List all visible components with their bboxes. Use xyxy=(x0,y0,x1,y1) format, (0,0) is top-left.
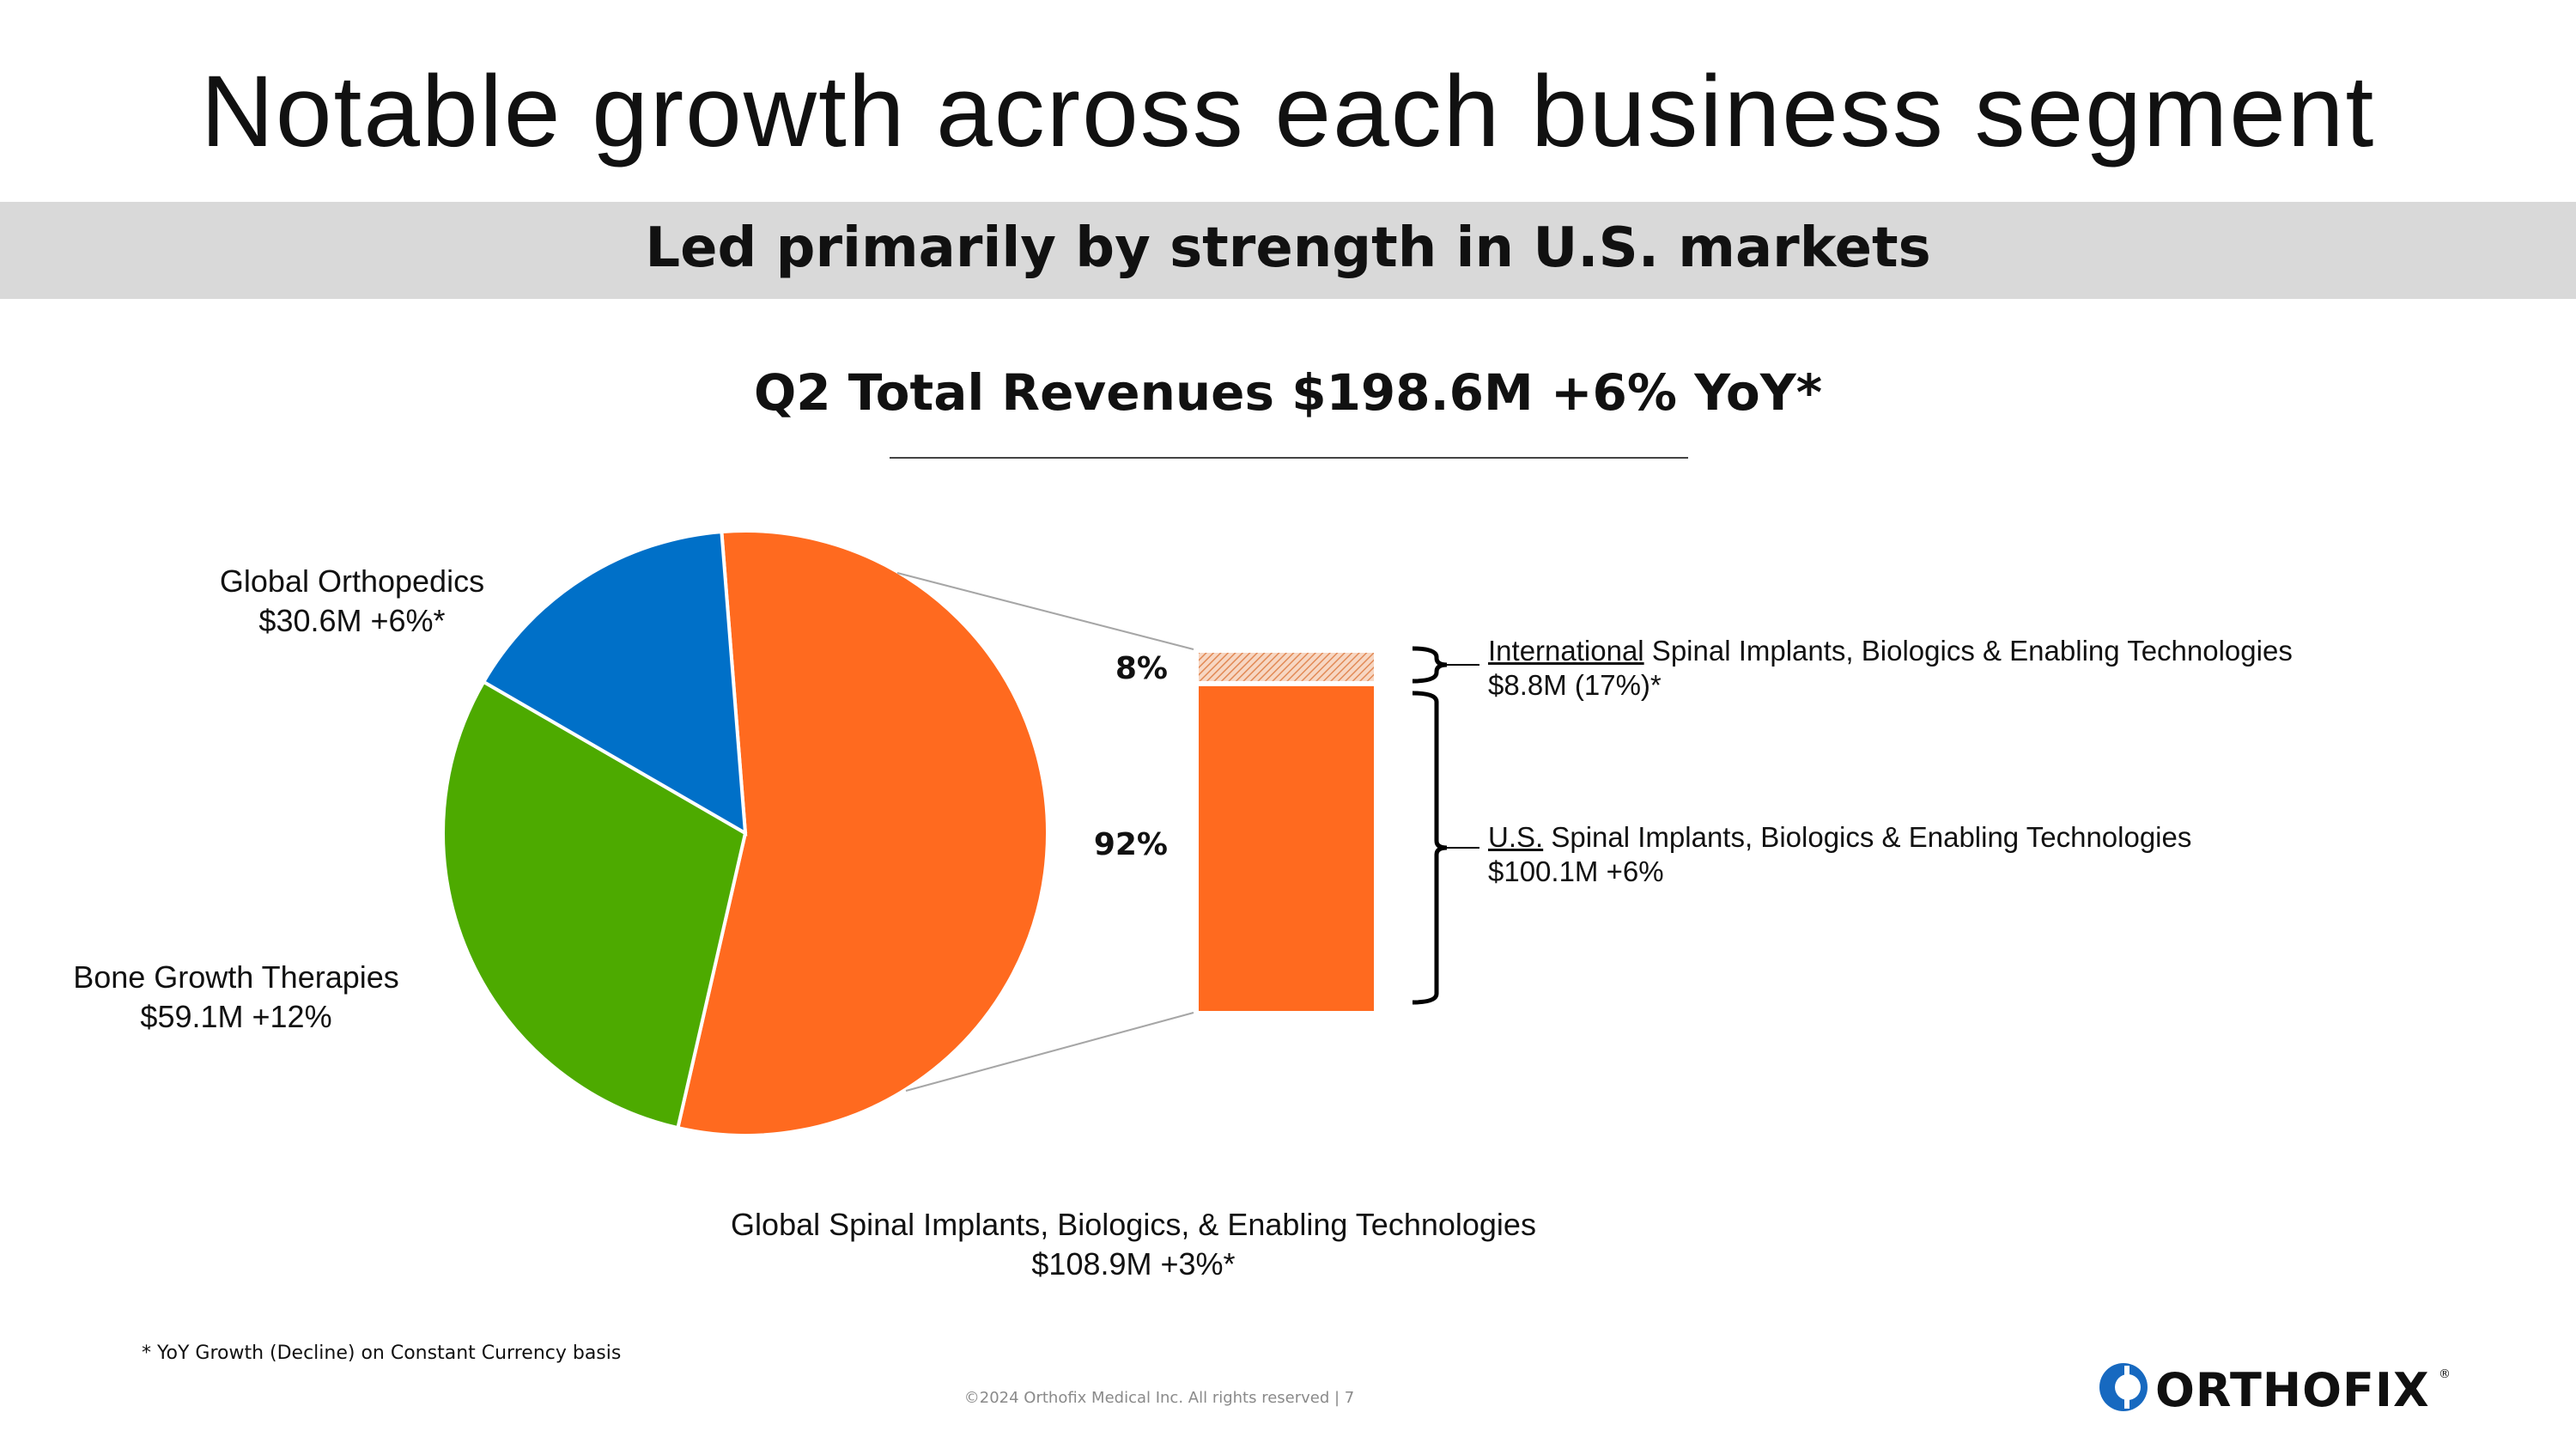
slice-value: $30.6M +6%* xyxy=(258,603,446,638)
bracket-international xyxy=(1412,646,1448,684)
bar-pct-us: 92% xyxy=(1093,827,1168,862)
segment-label-us: U.S. Spinal Implants, Biologics & Enabli… xyxy=(1488,820,2191,889)
pie-slice-bone-growth-therapies xyxy=(441,679,748,1130)
pie-slice-global-spinal-implants-biologics-enabling-technologies xyxy=(676,529,1049,1137)
pie-label-global-spinal: Global Spinal Implants, Biologics, & Ena… xyxy=(618,1205,1649,1284)
orthofix-logo-icon xyxy=(2099,1363,2148,1411)
slice-name: Global Spinal Implants, Biologics, & Ena… xyxy=(731,1207,1536,1242)
logo-registered: ® xyxy=(2439,1367,2451,1381)
pie-label-bone-growth: Bone Growth Therapies $59.1M +12% xyxy=(26,958,447,1037)
logo-wordmark: ORTHOFIX xyxy=(2155,1363,2430,1417)
pie-chart xyxy=(441,529,1049,1137)
segment-region: International xyxy=(1488,635,1644,667)
stacked-bar xyxy=(1199,653,1374,1011)
slice-name: Bone Growth Therapies xyxy=(73,959,399,995)
slice-value: $59.1M +12% xyxy=(140,999,332,1034)
bracket-us xyxy=(1412,691,1448,1005)
bar-brackets xyxy=(1412,646,1479,1005)
connector-line-bottom xyxy=(905,1012,1194,1092)
segment-value: $100.1M +6% xyxy=(1488,855,1664,887)
copyright: ©2024 Orthofix Medical Inc. All rights r… xyxy=(963,1389,1355,1407)
connector-line-top xyxy=(896,572,1194,650)
slice-value: $108.9M +3%* xyxy=(1031,1246,1236,1282)
title-underline xyxy=(890,457,1688,459)
slide-title: Notable growth across each business segm… xyxy=(200,55,2376,168)
bar-segment-us xyxy=(1199,685,1374,1011)
pie-label-global-orthopedics: Global Orthopedics $30.6M +6%* xyxy=(163,562,541,641)
segment-name: Spinal Implants, Biologics & Enabling Te… xyxy=(1643,635,2293,667)
segment-name: Spinal Implants, Biologics & Enabling Te… xyxy=(1543,821,2192,853)
bar-pct-international: 8% xyxy=(1115,651,1168,686)
pie-bar-connectors xyxy=(896,572,1194,1092)
slide-subtitle: Led primarily by strength in U.S. market… xyxy=(645,216,1931,280)
segment-value: $8.8M (17%)* xyxy=(1488,669,1662,701)
segment-label-international: International Spinal Implants, Biologics… xyxy=(1488,634,2293,703)
footnote: * YoY Growth (Decline) on Constant Curre… xyxy=(142,1342,622,1364)
subtitle-band xyxy=(0,202,2576,299)
pie-slice-global-orthopedics xyxy=(481,529,748,837)
slice-name: Global Orthopedics xyxy=(219,563,485,599)
segment-region: U.S. xyxy=(1488,821,1544,853)
bar-segment-international xyxy=(1199,653,1374,681)
chart-title: Q2 Total Revenues $198.6M +6% YoY* xyxy=(753,363,1823,422)
